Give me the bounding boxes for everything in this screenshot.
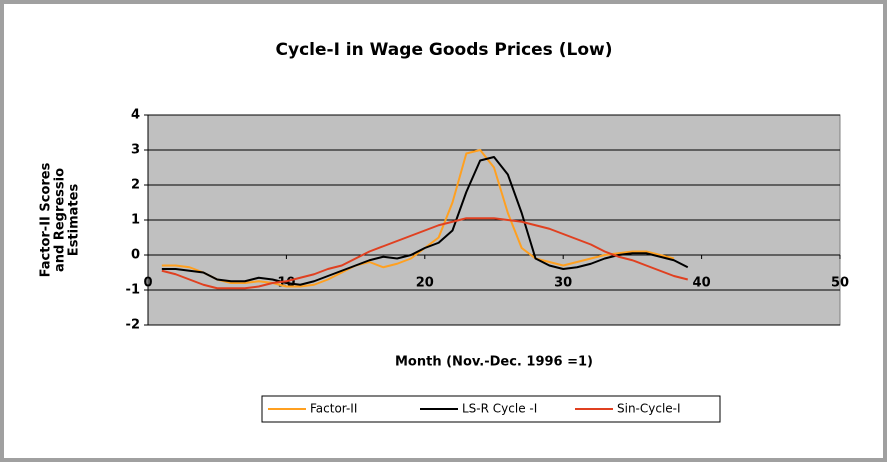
x-tick-label: 50 bbox=[831, 276, 849, 291]
legend-label: LS-R Cycle -I bbox=[462, 402, 537, 416]
y-tick-label: 1 bbox=[131, 213, 140, 228]
y-tick-label: -2 bbox=[126, 318, 140, 333]
y-axis-label: Factor-II Scores and Regressio Estimates bbox=[39, 162, 82, 277]
y-tick-label: 3 bbox=[131, 143, 140, 158]
chart-title: Cycle-I in Wage Goods Prices (Low) bbox=[276, 40, 613, 60]
legend-box bbox=[261, 395, 721, 423]
y-tick-label: 4 bbox=[131, 108, 140, 123]
legend-label: Factor-II bbox=[310, 402, 357, 416]
x-tick-label: 30 bbox=[554, 276, 572, 291]
x-axis-label: Month (Nov.-Dec. 1996 =1) bbox=[395, 355, 593, 370]
x-tick-label: 0 bbox=[143, 276, 152, 291]
series-line bbox=[161, 156, 689, 286]
series-line bbox=[161, 217, 689, 290]
y-axis-label-line: Factor-II Scores bbox=[39, 162, 54, 277]
y-axis-label-line: Estimates bbox=[67, 184, 82, 257]
legend-label: Sin-Cycle-I bbox=[617, 402, 681, 416]
x-tick-label: 40 bbox=[693, 276, 711, 291]
y-tick-label: 0 bbox=[131, 248, 140, 263]
series-line bbox=[161, 149, 675, 288]
y-axis-label-line: and Regressio bbox=[53, 168, 68, 272]
x-tick-label: 20 bbox=[416, 276, 434, 291]
y-tick-label: 2 bbox=[131, 178, 140, 193]
y-tick-label: -1 bbox=[126, 283, 140, 298]
